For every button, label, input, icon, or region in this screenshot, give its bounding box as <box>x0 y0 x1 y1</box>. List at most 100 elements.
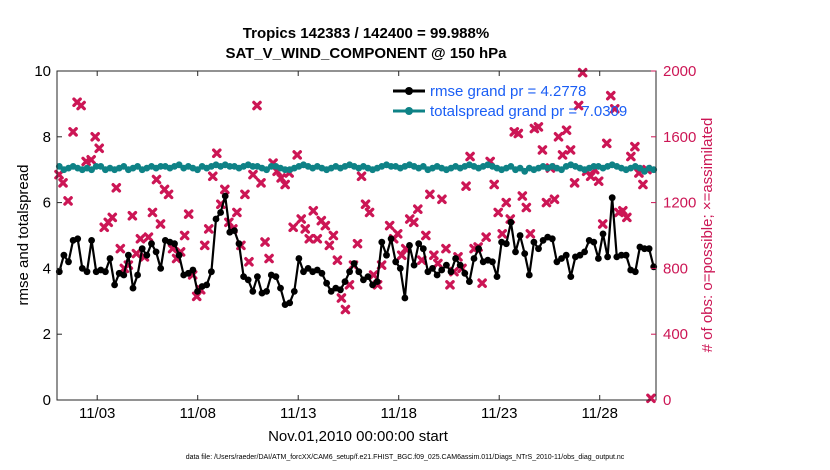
obs-point <box>497 229 508 239</box>
spread-point <box>263 166 270 174</box>
obs-point <box>276 173 286 183</box>
obs-point-cross <box>601 138 612 149</box>
obs-point <box>127 210 138 221</box>
obs-point <box>481 232 491 242</box>
obs-point-cross <box>163 189 174 200</box>
rmse-point <box>443 261 450 269</box>
obs-point <box>517 191 528 201</box>
y-tick-right-label: 1600 <box>663 129 696 146</box>
obs-point <box>163 189 174 200</box>
obs-point <box>573 100 584 111</box>
obs-point-cross <box>384 220 395 231</box>
rmse-point <box>447 268 455 276</box>
rmse-point <box>489 258 496 266</box>
obs-point-cross <box>58 178 68 188</box>
obs-point-cross <box>264 253 274 264</box>
obs-point <box>340 304 351 315</box>
obs-point <box>288 222 298 233</box>
obs-point <box>465 151 475 162</box>
obs-point <box>417 255 427 265</box>
obs-point-cross <box>147 207 158 218</box>
obs-point-cross <box>364 207 375 218</box>
obs-point <box>356 171 367 182</box>
obs-point <box>296 214 307 224</box>
obs-point-cross <box>593 176 604 187</box>
obs-point <box>264 253 274 264</box>
obs-point <box>537 145 548 155</box>
obs-point-cross <box>569 178 580 188</box>
obs-point-cross <box>296 214 307 224</box>
obs-point <box>364 207 375 218</box>
obs-point <box>179 230 190 241</box>
rmse-point <box>235 240 243 248</box>
rmse-point <box>429 265 436 272</box>
obs-point-cross <box>356 171 367 182</box>
obs-point <box>577 67 588 78</box>
obs-point-cross <box>151 174 162 185</box>
rmse-point <box>129 284 137 292</box>
obs-point <box>135 233 146 244</box>
rmse-point <box>277 284 284 292</box>
obs-point-cross <box>324 240 335 251</box>
obs-point-cross <box>396 250 407 261</box>
obs-point-cross <box>131 248 142 259</box>
obs-point <box>557 150 568 160</box>
obs-point-cross <box>304 233 315 244</box>
obs-point-cross <box>312 233 323 244</box>
obs-point <box>143 232 154 242</box>
rmse-point <box>290 288 298 295</box>
rmse-point <box>392 258 400 266</box>
obs-point <box>292 150 303 160</box>
obs-point-cross <box>212 148 222 159</box>
obs-point <box>183 209 194 219</box>
obs-point <box>445 280 455 290</box>
obs-point-cross <box>292 150 303 160</box>
obs-point-cross <box>308 206 319 216</box>
obs-point-cross <box>94 143 105 154</box>
obs-point <box>320 220 331 231</box>
rmse-point <box>263 288 270 295</box>
legend: rmse grand pr = 4.2778 totalspread grand… <box>393 83 627 120</box>
obs-point <box>513 128 524 139</box>
rmse-point <box>558 255 565 262</box>
chart-title-line2: SAT_V_WIND_COMPONENT @ 150 hPa <box>225 45 507 62</box>
obs-point-cross <box>328 230 339 241</box>
obs-point-cross <box>248 169 258 180</box>
obs-point-cross <box>565 145 576 155</box>
x-tick-label: 11/08 <box>179 405 215 422</box>
legend-spread-label: totalspread grand pr = 7.0309 <box>430 103 627 120</box>
obs-point <box>569 178 580 188</box>
legend-spread-marker <box>405 107 413 115</box>
obs-point <box>260 237 270 247</box>
obs-point-cross <box>521 202 532 213</box>
obs-point-cross <box>437 194 447 205</box>
obs-point-cross <box>433 258 443 269</box>
rmse-point <box>548 235 556 243</box>
obs-point-cross <box>533 122 544 132</box>
rmse-point <box>410 261 418 269</box>
rmse-point <box>152 248 160 256</box>
chart-title-line1: Tropics 142383 / 142400 = 99.988% <box>243 25 489 42</box>
obs-point <box>336 293 347 303</box>
legend-rmse-label: rmse grand pr = 4.2778 <box>430 83 586 100</box>
plot-marks <box>54 67 658 404</box>
rmse-point <box>138 245 146 253</box>
obs-point <box>413 204 423 214</box>
obs-point <box>76 100 86 111</box>
rmse-point <box>148 240 155 248</box>
x-tick-label: 11/13 <box>280 405 316 422</box>
rmse-point <box>475 245 482 253</box>
obs-point <box>151 174 162 185</box>
obs-point-cross <box>638 179 648 190</box>
rmse-point <box>143 251 151 259</box>
rmse-point <box>88 237 95 244</box>
obs-point <box>461 181 471 191</box>
obs-point-cross <box>493 207 504 218</box>
rmse-point <box>631 268 639 276</box>
obs-point <box>384 220 395 231</box>
rmse-point <box>60 251 68 259</box>
obs-point-cross <box>618 206 628 216</box>
obs-point <box>199 240 210 251</box>
obs-point <box>501 197 512 208</box>
